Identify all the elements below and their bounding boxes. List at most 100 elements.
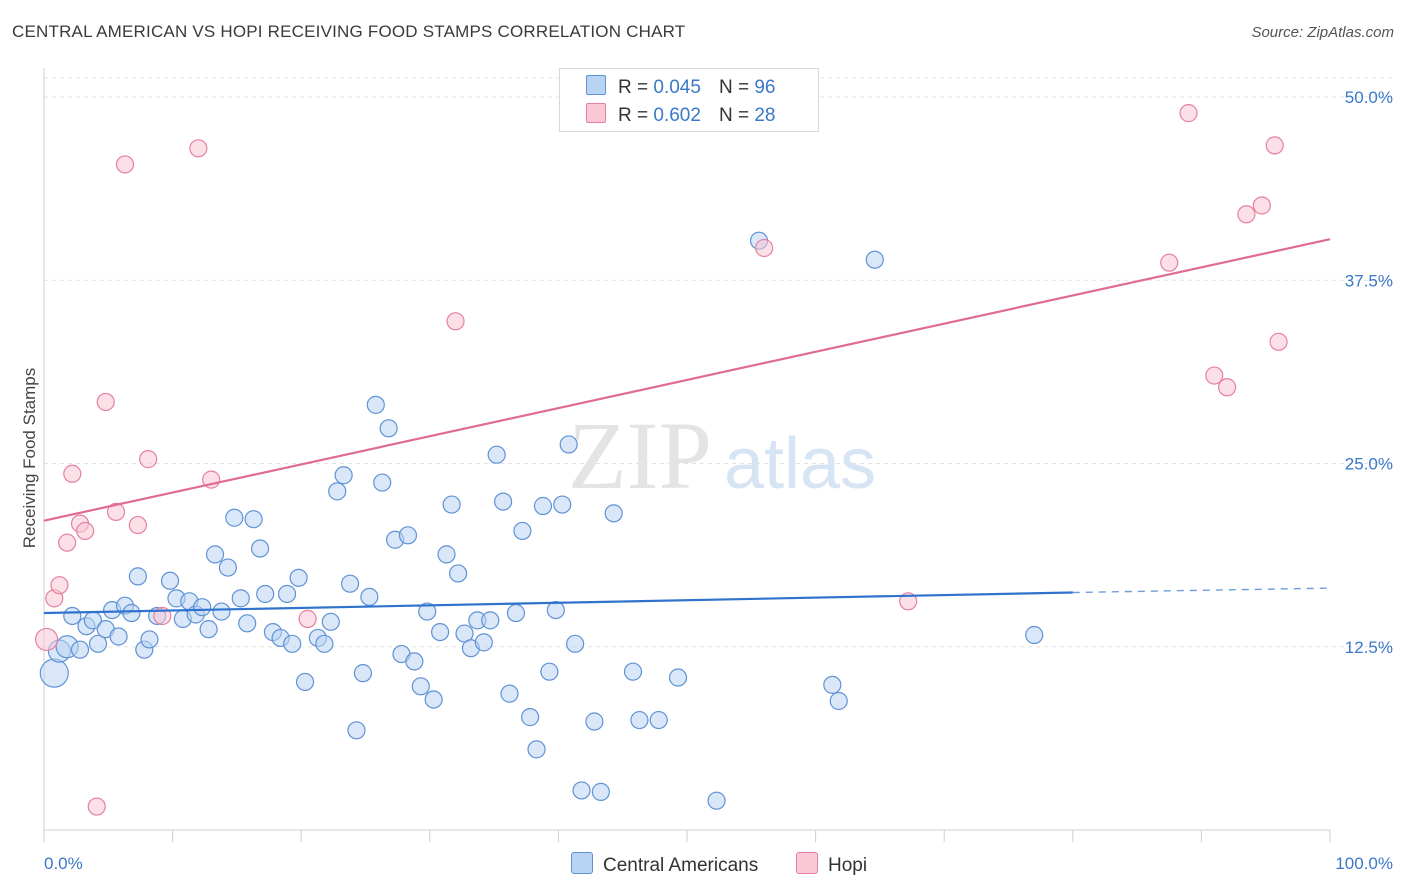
central-point-50 — [379, 419, 398, 438]
central-point-67 — [487, 445, 506, 464]
central-point-12 — [122, 603, 141, 623]
source-label: Source: ZipAtlas.com — [1251, 24, 1394, 41]
central-point-47 — [360, 587, 379, 607]
central-point-10 — [109, 627, 128, 646]
central-point-40 — [315, 634, 334, 653]
central-point-82 — [591, 782, 610, 801]
central-point-65 — [474, 633, 493, 652]
hopi-point-3 — [58, 533, 77, 552]
central-point-58 — [430, 622, 450, 642]
hopi-point-25 — [1252, 196, 1271, 215]
central-point-36 — [283, 634, 302, 653]
hopi-point-24 — [1237, 205, 1256, 224]
central-point-87 — [668, 668, 688, 687]
hopi-r-label: R = — [618, 105, 649, 126]
central-point-66 — [481, 611, 500, 630]
central-point-32 — [256, 584, 275, 604]
hopi-point-20 — [1160, 253, 1179, 272]
central-point-91 — [829, 691, 848, 711]
central-swatch — [586, 75, 606, 95]
central-point-23 — [199, 620, 218, 639]
x-tick-label-1: 100.0% — [1335, 854, 1393, 873]
central-point-44 — [340, 574, 360, 593]
central-point-35 — [277, 584, 297, 604]
central-point-54 — [405, 652, 424, 671]
central-point-29 — [238, 614, 257, 633]
axes — [43, 68, 1331, 842]
hopi-point-14 — [189, 139, 208, 158]
central-point-73 — [527, 740, 546, 759]
hopi-point-16 — [298, 609, 317, 628]
central-point-57 — [424, 690, 443, 709]
central-point-69 — [500, 684, 519, 703]
chart-title: CENTRAL AMERICAN VS HOPI RECEIVING FOOD … — [12, 22, 686, 41]
central-point-13 — [128, 567, 147, 586]
hopi-point-23 — [1218, 378, 1237, 397]
central-point-59 — [437, 545, 456, 564]
central-point-92 — [865, 250, 884, 269]
central-r-value: 0.045 — [653, 77, 701, 98]
legend-row-hopi: R = 0.602 N = 28 — [586, 103, 775, 127]
central-point-37 — [289, 568, 308, 587]
central-point-74 — [533, 496, 553, 516]
hopi-n-label: N = — [718, 105, 750, 126]
hopi-point-2 — [50, 576, 69, 595]
hopi-point-12 — [139, 450, 158, 469]
central-point-3 — [63, 606, 82, 626]
central-point-48 — [366, 395, 385, 414]
central-point-75 — [540, 662, 559, 681]
hopi-point-17 — [446, 312, 465, 331]
watermark-zip: ZIP — [568, 402, 712, 509]
hopi-point-21 — [1179, 104, 1198, 123]
central-point-72 — [521, 708, 540, 727]
central-trend-extension — [1072, 587, 1331, 594]
central-point-42 — [328, 482, 347, 501]
central-n-value: 96 — [754, 77, 776, 98]
central-point-49 — [373, 473, 392, 492]
central-point-53 — [398, 526, 418, 545]
gridlines — [44, 77, 1395, 648]
central-point-45 — [347, 721, 366, 740]
central-point-80 — [572, 781, 591, 800]
central-point-83 — [604, 504, 623, 523]
central-point-41 — [321, 612, 340, 631]
data-points — [34, 104, 1288, 816]
central-point-85 — [630, 710, 649, 730]
central-point-4 — [70, 640, 90, 659]
central-n-label: N = — [718, 77, 750, 98]
central-point-68 — [494, 492, 513, 511]
x-tick-label-0: 0.0% — [44, 854, 83, 873]
hopi-point-10 — [115, 155, 135, 174]
central-point-56 — [418, 602, 437, 621]
hopi-point-18 — [755, 238, 774, 258]
central-point-7 — [88, 634, 108, 653]
central-point-46 — [353, 664, 373, 683]
central-point-81 — [585, 712, 604, 731]
y-tick-label-2: 37.5% — [1345, 271, 1393, 290]
hopi-swatch — [586, 103, 606, 123]
hopi-point-4 — [63, 464, 82, 483]
hopi-point-27 — [1269, 332, 1288, 351]
central-point-15 — [140, 630, 159, 649]
central-point-17 — [160, 571, 180, 590]
hopi-r-value: 0.602 — [653, 105, 701, 126]
bottom-hopi-label: Hopi — [828, 855, 868, 876]
watermark: ZIP atlas — [568, 402, 876, 509]
central-point-25 — [212, 602, 231, 621]
central-point-61 — [448, 564, 468, 583]
central-point-60 — [442, 495, 461, 514]
central-point-93 — [1025, 625, 1044, 645]
central-point-30 — [244, 510, 263, 529]
y-tick-label-0: 12.5% — [1345, 638, 1393, 657]
hopi-point-26 — [1265, 136, 1284, 155]
central-point-22 — [193, 598, 212, 617]
central-r-label: R = — [618, 77, 649, 98]
stats-legend: R = 0.045 N = 96 R = 0.602 N = 28 — [559, 68, 819, 132]
hopi-point-19 — [899, 592, 918, 611]
central-point-38 — [295, 672, 315, 692]
central-point-31 — [250, 539, 270, 558]
central-point-86 — [649, 710, 668, 730]
y-tick-label-1: 25.0% — [1345, 455, 1393, 474]
hopi-point-0 — [34, 627, 59, 652]
